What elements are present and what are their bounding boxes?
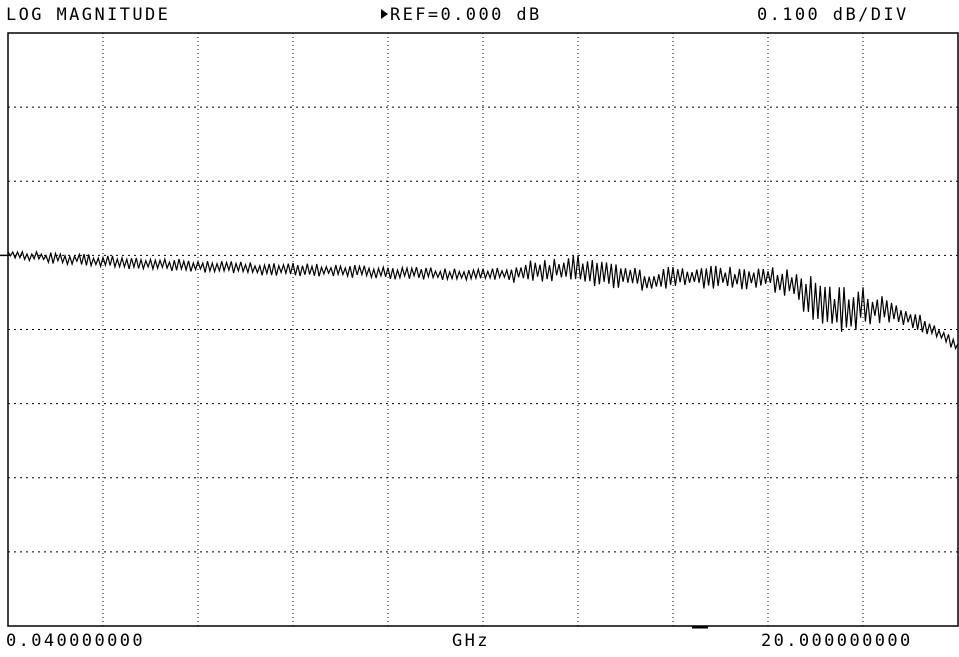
format-label: LOG MAGNITUDE: [6, 5, 171, 25]
trace-line: [7, 249, 959, 351]
scale-label: 0.100 dB/DIV: [757, 5, 909, 25]
stop-frequency: 20.000000000: [761, 631, 913, 651]
reference-arrow-icon: [381, 9, 388, 19]
reference-readout: REF=0.000 dB: [381, 5, 542, 25]
frequency-unit: GHz: [452, 631, 490, 651]
plot-frame: [7, 32, 959, 627]
start-frequency: 0.040000000: [6, 631, 145, 651]
reference-label: REF=0.000 dB: [390, 5, 542, 25]
